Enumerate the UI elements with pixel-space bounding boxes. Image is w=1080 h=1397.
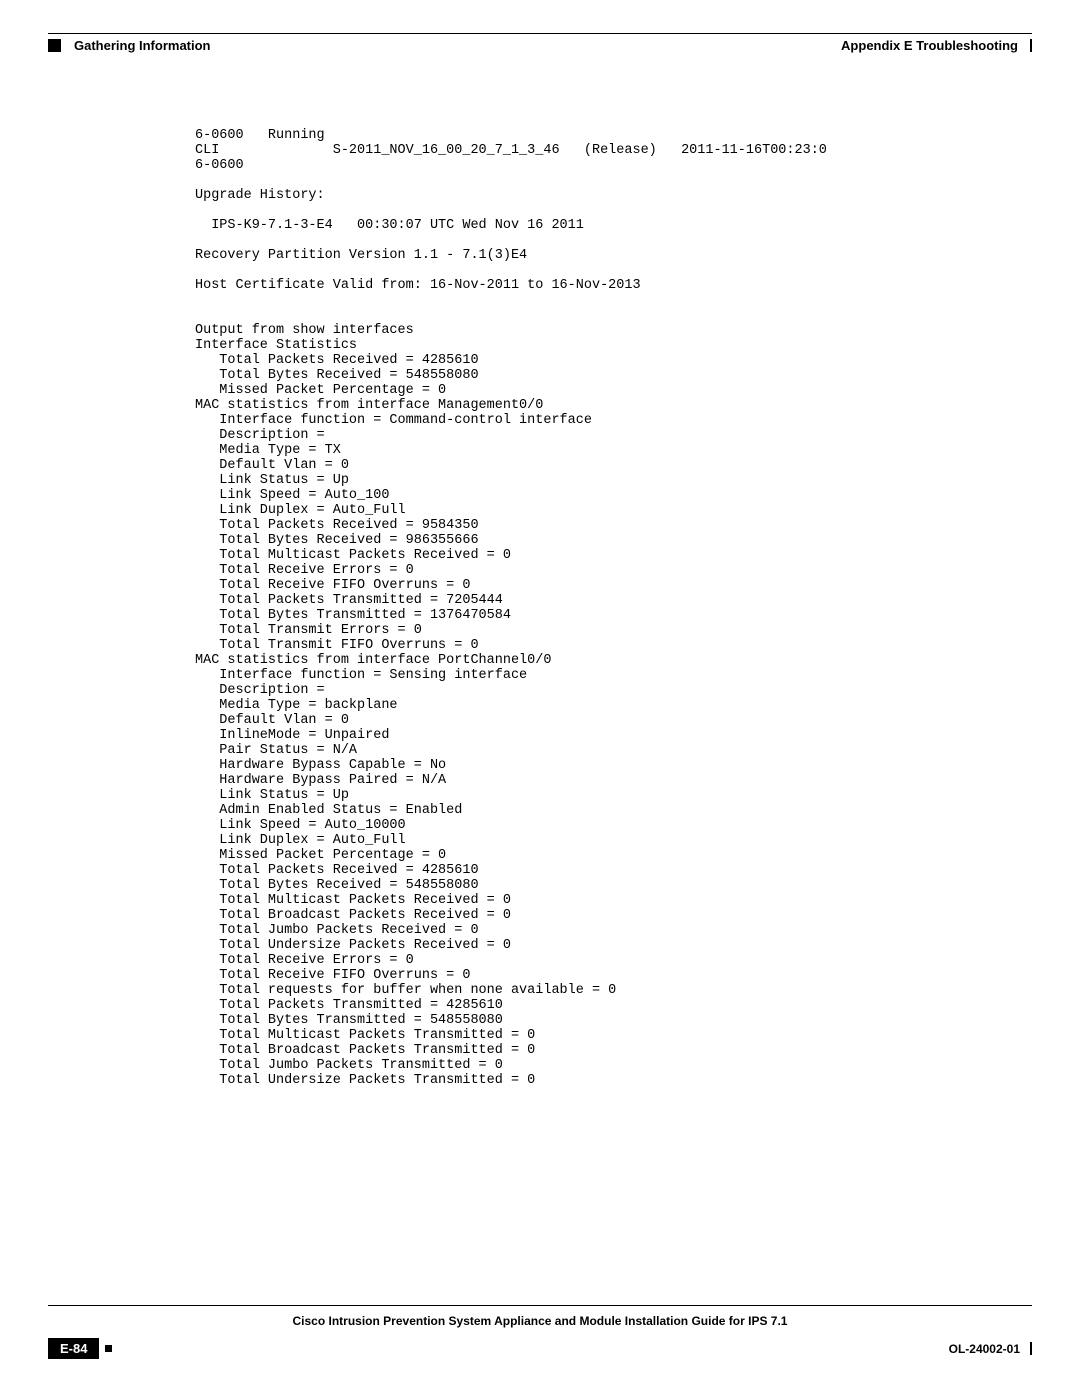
header-divider-icon	[1030, 39, 1032, 52]
document-title: Cisco Intrusion Prevention System Applia…	[48, 1314, 1032, 1328]
header-left-section: Gathering Information	[48, 38, 211, 53]
footer-rule	[48, 1305, 1032, 1306]
header-right-section: Appendix E Troubleshooting	[841, 38, 1032, 53]
footer-divider-icon	[1030, 1342, 1032, 1355]
page-number: E-84	[48, 1338, 99, 1359]
section-marker-icon	[48, 39, 61, 52]
section-title: Gathering Information	[74, 38, 211, 53]
cli-output-block: 6-0600 Running CLI S-2011_NOV_16_00_20_7…	[195, 128, 827, 1088]
header-rule	[48, 33, 1032, 34]
document-id: OL-24002-01	[949, 1342, 1020, 1356]
page-footer: Cisco Intrusion Prevention System Applia…	[48, 1305, 1032, 1359]
footer-marker-icon	[105, 1345, 112, 1352]
page-header: Gathering Information Appendix E Trouble…	[48, 38, 1032, 53]
document-id-section: OL-24002-01	[949, 1342, 1032, 1356]
appendix-title: Appendix E Troubleshooting	[841, 38, 1018, 53]
footer-bottom-row: E-84 OL-24002-01	[48, 1338, 1032, 1359]
